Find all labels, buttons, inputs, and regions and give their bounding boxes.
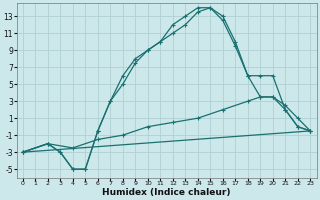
X-axis label: Humidex (Indice chaleur): Humidex (Indice chaleur) — [102, 188, 231, 197]
